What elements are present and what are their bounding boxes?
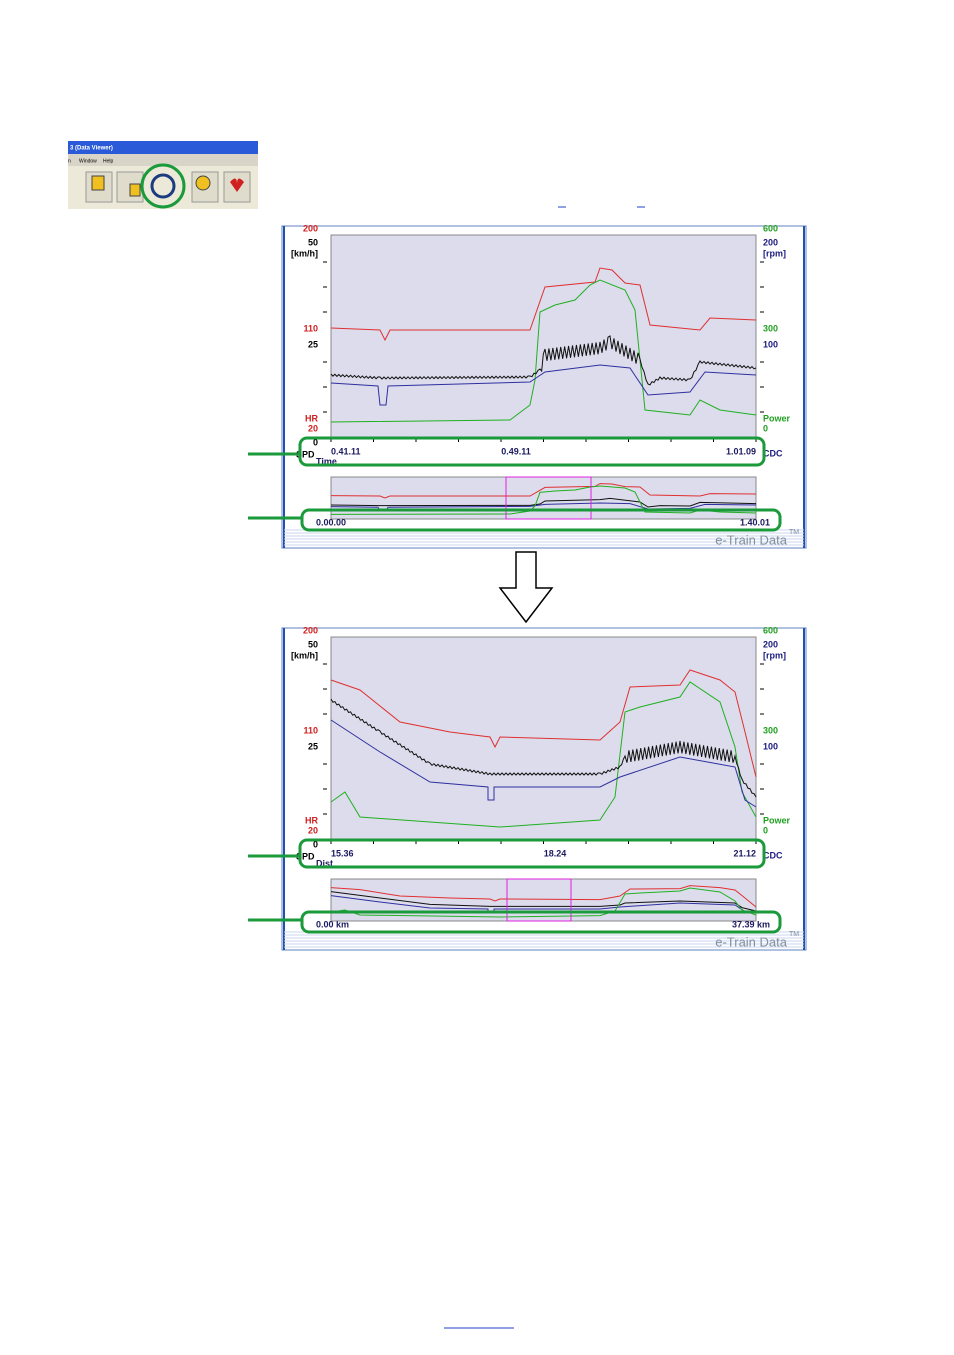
selection-window [506,878,572,922]
overview-end: 1.40.01 [740,517,770,527]
overview-start: 0.00.00 [316,517,346,527]
brand: e-Train Data [715,934,788,949]
x-tick-label: 0.49.11 [501,446,531,456]
x-tick-label: 0.41.11 [331,446,361,456]
icon [129,183,141,197]
left-axis-label: SPD [296,449,315,459]
right-axis-label: 0 [763,423,768,433]
window-title: 3 (Data Viewer) [70,146,113,152]
menu-item: n [68,158,71,164]
overview-power [330,485,757,515]
x-tick-label: 1.01.09 [726,446,756,456]
sync-icon [150,173,176,199]
power-line [330,681,757,828]
trademark: TM [789,529,799,536]
left-axis-label: 20 [308,825,318,835]
arrow-down [498,551,554,624]
right-axis-label: 300 [763,725,778,735]
right-axis-label: CDC [763,850,783,860]
left-axis-label: 110 [303,725,318,735]
plot-area [330,234,757,438]
left-axis-label: 110 [303,323,318,333]
selection-window [505,476,592,520]
left-axis-label: 50 [308,237,318,247]
x-axis-label: Dist [316,858,333,868]
right-axis-label: 200 [763,639,778,649]
overview-hr [330,483,757,499]
left-axis-label: 20 [308,423,318,433]
right-axis-label: 600 [763,223,778,233]
right-axis-label: [rpm] [763,248,786,258]
trademark: TM [789,931,799,938]
right-axis-label: 600 [763,625,778,635]
right-axis-label: 100 [763,741,778,751]
right-axis-label: [rpm] [763,650,786,660]
toolbar: 3 (Data Viewer) n Window Help [68,141,258,209]
menu-item: Help [103,158,114,164]
highlight-box [300,508,782,532]
icon [195,175,211,191]
power-line [330,279,757,423]
overview-hr [330,885,757,908]
left-axis-label: SPD [296,851,315,861]
right-axis-label: 200 [763,237,778,247]
overview-start: 0.00 km [316,919,349,929]
overview-power [330,887,757,918]
chart-screenshot: 20050[km/h]11025HR200SPD600200[rpm]30010… [248,223,807,549]
icon [91,175,105,191]
left-axis-label: [km/h] [291,248,318,258]
left-axis-label: 25 [308,339,318,349]
cadence-line [330,719,757,808]
left-axis-label: HR [305,815,318,825]
chart-screenshot: 20050[km/h]11025HR200SPD600200[rpm]30010… [248,625,807,951]
hr-line [330,267,757,342]
x-tick-label: 21.12 [733,848,756,858]
right-axis-label: 300 [763,323,778,333]
left-axis-label: [km/h] [291,650,318,660]
cadence-line [330,364,757,406]
right-axis-label: Power [763,815,791,825]
overview-speed [330,497,757,508]
title-bar [68,141,258,154]
overview-end: 37.39 km [732,919,770,929]
highlight-box [300,910,782,934]
right-axis-label: CDC [763,448,783,458]
speed-line [330,335,757,386]
menu-item: Window [79,158,97,164]
right-axis-label: 0 [763,825,768,835]
left-axis-label: HR [305,413,318,423]
speed-line [330,698,757,798]
highlight-box [298,436,766,467]
left-axis-label: 50 [308,639,318,649]
hr-line [330,669,757,778]
left-axis-label: 0 [313,839,318,849]
x-tick-label: 18.24 [544,848,567,858]
right-axis-label: Power [763,413,791,423]
icon [230,178,244,192]
left-axis-label: 25 [308,741,318,751]
left-axis-label: 0 [313,437,318,447]
left-axis-label: 200 [303,625,318,635]
x-axis-label: Time [316,456,337,466]
x-tick-label: 15.36 [331,848,354,858]
overview-cadence [330,895,757,914]
left-axis-label: 200 [303,223,318,233]
highlight-circle [140,163,186,209]
highlight-box [298,838,766,869]
brand: e-Train Data [715,532,788,547]
right-axis-label: 100 [763,339,778,349]
